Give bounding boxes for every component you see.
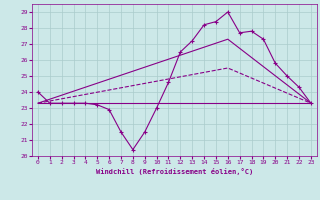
X-axis label: Windchill (Refroidissement éolien,°C): Windchill (Refroidissement éolien,°C) [96,168,253,175]
